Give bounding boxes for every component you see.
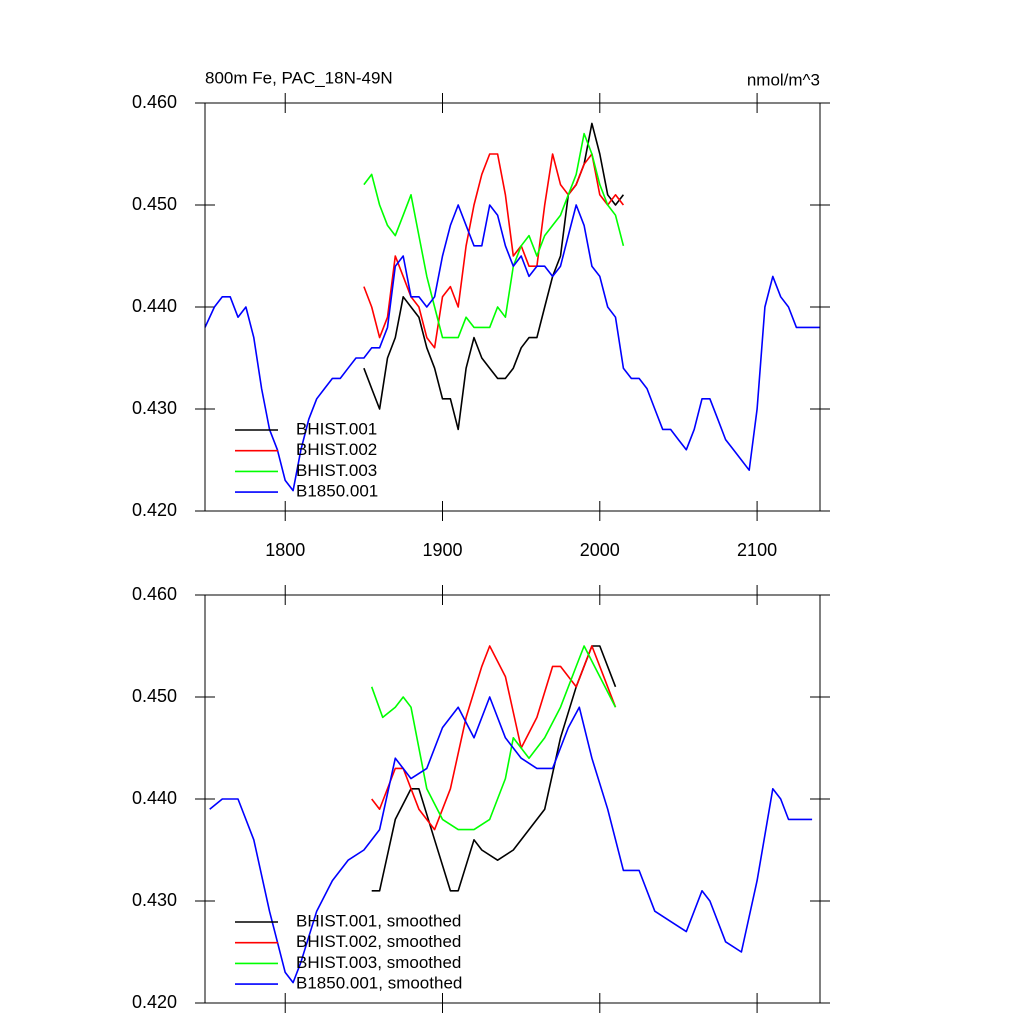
y-tick-label: 0.460	[132, 92, 177, 112]
legend-label: BHIST.003, smoothed	[296, 953, 461, 972]
y-tick-label: 0.450	[132, 686, 177, 706]
x-tick-label: 2000	[580, 540, 620, 560]
y-tick-label: 0.430	[132, 890, 177, 910]
y-tick-label: 0.420	[132, 500, 177, 520]
units-label: nmol/m^3	[747, 70, 820, 89]
series-line	[363, 153, 625, 349]
x-tick-label: 1800	[265, 540, 305, 560]
plot-frame	[204, 102, 821, 512]
legend-label: BHIST.002	[296, 440, 377, 459]
series-line	[363, 132, 625, 339]
chart-title: 800m Fe, PAC_18N-49N	[205, 68, 393, 87]
legend-label: BHIST.001	[296, 419, 377, 438]
x-tick-label: 2100	[737, 540, 777, 560]
y-tick-label: 0.430	[132, 398, 177, 418]
x-tick-label: 1900	[422, 540, 462, 560]
series-line	[209, 696, 813, 984]
legend-label: B1850.001	[296, 482, 378, 501]
series-line	[371, 645, 617, 892]
y-tick-label: 0.440	[132, 788, 177, 808]
plot-frame	[204, 594, 821, 1004]
y-tick-label: 0.420	[132, 992, 177, 1012]
y-tick-label: 0.450	[132, 194, 177, 214]
y-tick-label: 0.460	[132, 584, 177, 604]
series-line	[204, 204, 820, 492]
legend-label: BHIST.003	[296, 461, 377, 480]
series-line	[370, 645, 617, 831]
legend-label: B1850.001, smoothed	[296, 974, 462, 993]
legend-label: BHIST.001, smoothed	[296, 911, 461, 930]
y-tick-label: 0.440	[132, 296, 177, 316]
legend-label: BHIST.002, smoothed	[296, 932, 461, 951]
series-line	[371, 645, 617, 831]
